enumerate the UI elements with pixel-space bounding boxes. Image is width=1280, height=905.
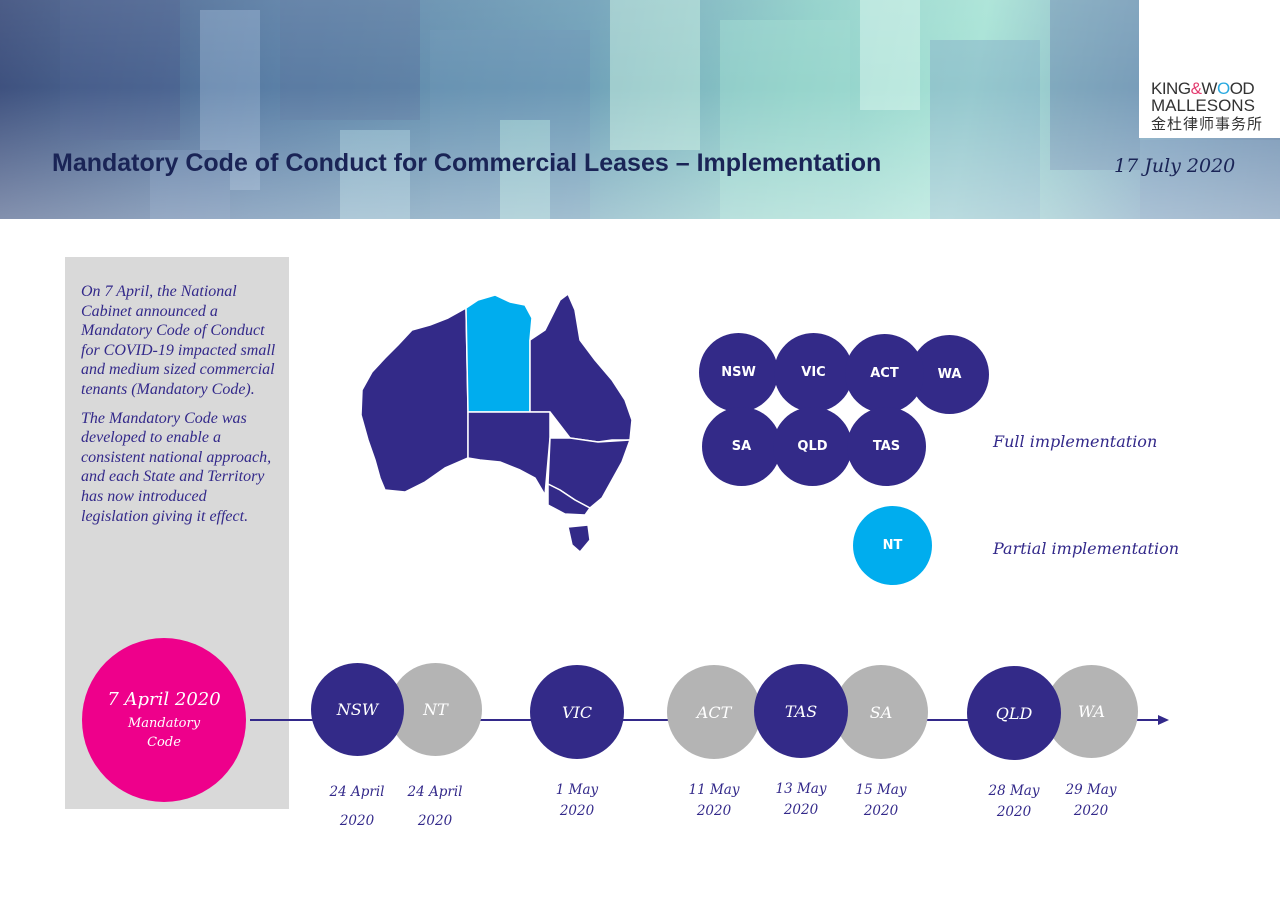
timeline-circle-act: ACT	[667, 665, 761, 759]
map-region-sa	[467, 411, 551, 496]
timeline-circle-sa: SA	[834, 665, 928, 759]
timeline-circle-qld: QLD	[967, 666, 1061, 760]
legend-circle-act: ACT	[845, 334, 924, 413]
timeline-date-vic: 1 May 2020	[555, 782, 599, 819]
map-region-qld	[529, 293, 633, 443]
legend-circle-nsw: NSW	[699, 333, 778, 412]
page-title: Mandatory Code of Conduct for Commercial…	[52, 149, 882, 177]
timeline-arrow-icon	[1158, 715, 1169, 725]
timeline-date-nt: 24 April 2020	[407, 784, 463, 829]
timeline-date-tas: 13 May 2020	[775, 781, 827, 818]
legend-circle-qld: QLD	[773, 407, 852, 486]
intro-text: On 7 April, the National Cabinet announc…	[81, 282, 277, 535]
logo-line-1: KING&WOOD	[1151, 79, 1255, 98]
intro-paragraph-2: The Mandatory Code was developed to enab…	[81, 409, 272, 525]
legend-circle-nt: NT	[853, 506, 932, 585]
map-region-nt	[465, 294, 533, 413]
timeline-date-qld: 28 May 2020	[988, 783, 1040, 820]
legend-circle-tas: TAS	[847, 407, 926, 486]
city-background-graphic	[60, 0, 1280, 219]
timeline-date-wa: 29 May 2020	[1065, 782, 1117, 819]
timeline-circle-vic: VIC	[530, 665, 624, 759]
timeline-start-date: 7 April 2020	[107, 688, 221, 710]
header-banner	[0, 0, 1280, 219]
logo-line-2: MALLESONS	[1151, 96, 1255, 115]
map-region-vic	[547, 483, 591, 516]
logo-line-3: 金杜律师事务所	[1151, 115, 1264, 133]
timeline-circle-nsw: NSW	[311, 663, 404, 756]
legend-circle-sa: SA	[702, 407, 781, 486]
timeline-start-circle: 7 April 2020 Mandatory Code	[82, 638, 246, 802]
page-date: 17 July 2020	[1114, 155, 1236, 177]
map-region-tas	[567, 524, 591, 553]
timeline-date-nsw: 24 April 2020	[329, 784, 385, 829]
legend-partial-label: Partial implementation	[993, 539, 1180, 558]
intro-paragraph-1: On 7 April, the National Cabinet announc…	[81, 283, 276, 398]
timeline-circle-nt: NT	[389, 663, 482, 756]
legend-full-label: Full implementation	[993, 432, 1158, 451]
timeline-start-label-1: Mandatory	[127, 715, 201, 731]
map-region-wa	[360, 307, 469, 493]
australia-map	[360, 293, 633, 553]
timeline-circle-tas: TAS	[754, 664, 848, 758]
legend-circle-vic: VIC	[774, 333, 853, 412]
timeline-start-label-2: Code	[147, 734, 181, 750]
timeline-date-sa: 15 May 2020	[855, 782, 907, 819]
company-logo: KING&WOOD MALLESONS 金杜律师事务所	[1139, 0, 1280, 138]
timeline-date-act: 11 May 2020	[688, 782, 740, 819]
